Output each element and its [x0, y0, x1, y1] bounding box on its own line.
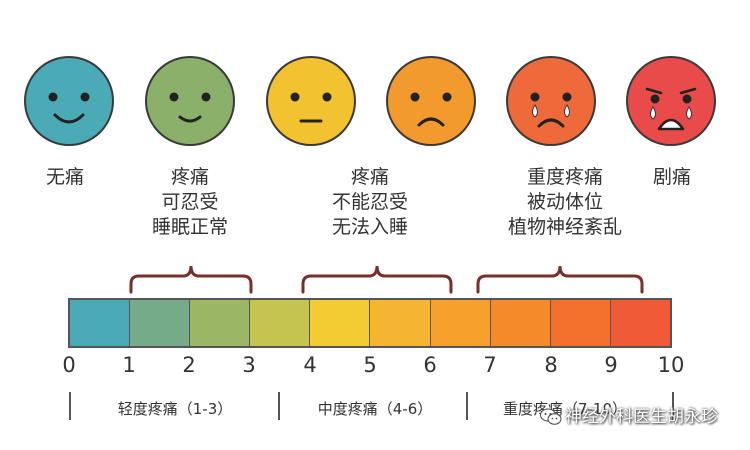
face-circle [386, 56, 476, 146]
scale-segment-9 [550, 300, 611, 346]
caption-line: 睡眠正常 [151, 216, 228, 238]
tick-label: 0 [62, 353, 76, 377]
face-eye [201, 92, 211, 102]
caption-line: 不能忍受 [331, 191, 408, 213]
tick-label: 2 [182, 353, 196, 377]
face-3 [386, 56, 476, 146]
face-eye [80, 92, 90, 102]
caption-line: 疼痛 [350, 166, 389, 188]
face-eye [410, 92, 420, 102]
face-mouth [537, 118, 565, 128]
face-1 [145, 56, 235, 146]
range-moderate-label: 中度疼痛（4-6） [317, 400, 433, 418]
face-tear [686, 106, 692, 120]
face-mouth [53, 113, 85, 124]
watermark: 神经外科医生胡永珍 [540, 402, 718, 427]
range-separator [466, 392, 468, 420]
face-circle [266, 56, 356, 146]
scale-segment-1 [70, 300, 131, 346]
face-mouth [417, 117, 445, 127]
caption-line: 无法入睡 [331, 216, 408, 238]
face-tear [532, 104, 538, 118]
caption-mild: 疼痛 可忍受 睡眠正常 [130, 165, 250, 240]
scale-segment-6 [370, 300, 431, 346]
face-eye [682, 94, 692, 104]
face-mouth [657, 118, 685, 131]
tick-label: 7 [483, 353, 497, 377]
brace-mild [129, 265, 253, 294]
scale-segment-8 [490, 300, 551, 346]
tick-label: 4 [303, 353, 317, 377]
face-circle [506, 56, 596, 146]
face-circle [145, 56, 235, 146]
face-eye [650, 94, 660, 104]
face-5 [626, 56, 716, 146]
tick-label: 10 [657, 353, 685, 377]
caption-line: 重度疼痛 [526, 166, 603, 188]
range-separator [672, 392, 674, 420]
face-brow [679, 87, 697, 95]
caption-line: 疼痛 [170, 166, 209, 188]
tick-label: 1 [122, 353, 136, 377]
range-severe-label: 重度疼痛（7-10） [502, 400, 628, 418]
face-circle [24, 56, 114, 146]
range-mild-label: 轻度疼痛（1-3） [117, 400, 233, 418]
caption-line: 可忍受 [161, 191, 219, 213]
caption-extreme: 剧痛 [632, 165, 712, 190]
caption-severe: 重度疼痛 被动体位 植物神经紊乱 [490, 165, 640, 240]
scale-segment-2 [130, 300, 191, 346]
scale-segment-5 [310, 300, 371, 346]
scale-segment-10 [610, 300, 670, 346]
pain-color-scale [68, 298, 672, 348]
caption-moderate: 疼痛 不能忍受 无法入睡 [310, 165, 430, 240]
wechat-icon [540, 408, 562, 425]
watermark-text: 神经外科医生胡永珍 [565, 407, 718, 427]
range-separator [278, 392, 280, 420]
face-eye [530, 92, 540, 102]
face-tear [650, 106, 656, 120]
face-0 [24, 56, 114, 146]
face-eye [442, 92, 452, 102]
caption-no-pain: 无痛 [25, 165, 105, 190]
face-4 [506, 56, 596, 146]
tick-label: 5 [363, 353, 377, 377]
face-eye [48, 92, 58, 102]
face-eye [290, 92, 300, 102]
face-tear [564, 104, 570, 118]
scale-segment-3 [190, 300, 251, 346]
caption-line: 被动体位 [526, 191, 603, 213]
tick-label: 8 [544, 353, 558, 377]
tick-label: 9 [604, 353, 618, 377]
face-eye [562, 92, 572, 102]
face-2 [266, 56, 356, 146]
face-eye [169, 92, 179, 102]
range-separator [69, 392, 71, 420]
face-circle [626, 56, 716, 146]
caption-line: 植物神经紊乱 [507, 216, 622, 238]
face-brow [645, 87, 663, 95]
scale-segment-4 [250, 300, 311, 346]
face-eye [322, 92, 332, 102]
caption-line: 剧痛 [652, 166, 691, 188]
tick-label: 6 [423, 353, 437, 377]
caption-line: 无痛 [45, 166, 84, 188]
scale-segment-7 [430, 300, 491, 346]
face-mouth [178, 115, 202, 123]
brace-severe [476, 265, 644, 294]
tick-label: 3 [242, 353, 256, 377]
brace-moderate [301, 265, 453, 294]
